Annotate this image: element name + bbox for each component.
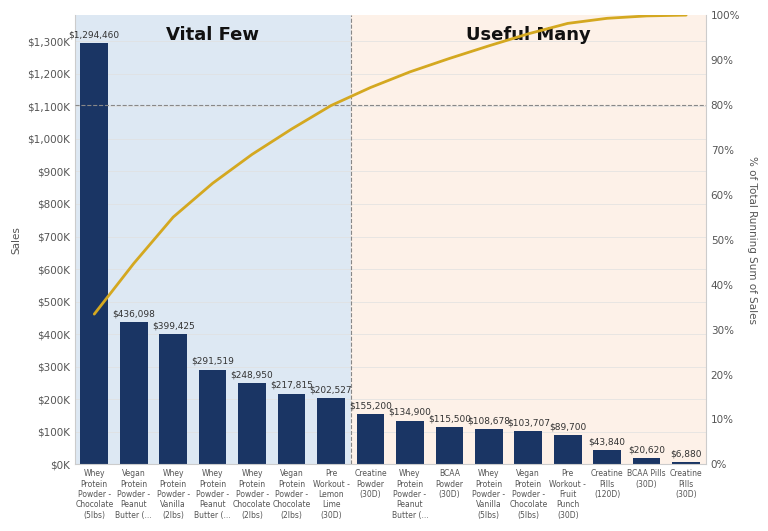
Text: $89,700: $89,700 (549, 423, 587, 432)
Bar (238, 383, 266, 465)
Text: $248,950: $248,950 (230, 371, 273, 380)
Text: $134,900: $134,900 (389, 408, 432, 417)
Bar (160, 335, 187, 465)
Bar (356, 414, 384, 465)
Bar (74, 15, 351, 465)
Bar (672, 462, 700, 465)
Bar (81, 43, 108, 465)
Bar (633, 458, 660, 465)
Text: $6,880: $6,880 (670, 450, 702, 459)
Bar (515, 431, 542, 465)
Bar (317, 398, 345, 465)
Bar (435, 427, 463, 465)
Text: $399,425: $399,425 (152, 322, 194, 331)
Bar (396, 421, 424, 465)
Text: $115,500: $115,500 (428, 414, 471, 423)
Text: Vital Few: Vital Few (166, 27, 259, 45)
Text: $155,200: $155,200 (349, 401, 392, 410)
Text: Useful Many: Useful Many (466, 27, 591, 45)
Bar (120, 322, 147, 465)
Text: $217,815: $217,815 (270, 381, 313, 390)
Bar (278, 393, 306, 465)
Text: $103,707: $103,707 (507, 418, 550, 427)
Text: $1,294,460: $1,294,460 (68, 30, 120, 39)
Bar (351, 15, 706, 465)
Text: $291,519: $291,519 (191, 357, 234, 366)
Bar (554, 435, 581, 465)
Text: $436,098: $436,098 (112, 310, 155, 319)
Text: $20,620: $20,620 (628, 445, 665, 454)
Bar (475, 429, 502, 465)
Text: $108,678: $108,678 (468, 416, 511, 425)
Bar (199, 370, 227, 465)
Y-axis label: % of Total Running Sum of Sales: % of Total Running Sum of Sales (747, 156, 757, 324)
Text: $43,840: $43,840 (589, 438, 626, 447)
Text: $202,527: $202,527 (310, 386, 353, 395)
Bar (594, 450, 621, 465)
Y-axis label: Sales: Sales (11, 226, 21, 254)
